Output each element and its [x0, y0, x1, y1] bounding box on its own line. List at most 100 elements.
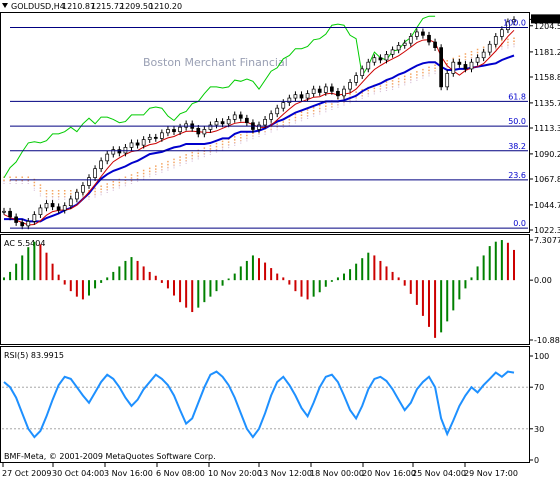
price-tick-label: 1210.20	[534, 15, 560, 24]
time-tick-label: 20 Nov 16:00	[362, 469, 416, 478]
rsi-tick-label: 100	[534, 352, 549, 361]
ohlc-close: 1210.20	[149, 2, 182, 11]
candle-body	[172, 129, 176, 133]
price-tick-label: 1022.30	[534, 226, 560, 235]
price-tick-label: 1044.70	[534, 201, 560, 210]
candle-body	[245, 117, 249, 124]
candle-body	[287, 97, 292, 103]
candle-body	[123, 147, 128, 154]
ohlc-low: 1209.50	[120, 2, 153, 11]
ac-tick-label: 0.00	[534, 276, 552, 285]
candle-body	[20, 222, 25, 227]
candle-body	[427, 34, 431, 43]
candle-body	[105, 153, 110, 162]
time-tick-label: 25 Nov 04:00	[412, 469, 466, 478]
price-tick-label: 1135.70	[534, 99, 560, 108]
candle-body	[202, 129, 207, 135]
candle-body	[214, 121, 219, 126]
candle-body	[299, 94, 304, 99]
candle-body	[38, 207, 43, 215]
candle-body	[463, 64, 468, 70]
candle-body	[506, 21, 510, 31]
fib-label: 38.2	[508, 142, 526, 151]
candle-body	[433, 41, 437, 48]
price-tick-label: 1204.50	[534, 22, 560, 31]
candle-body	[8, 210, 12, 218]
ac-histogram	[3, 240, 515, 338]
price-series	[2, 15, 516, 230]
rsi-tick-label: 0	[534, 456, 539, 465]
candle-body	[141, 139, 146, 146]
symbol-name: GOLDUSD,H4	[11, 2, 65, 11]
candle-body	[75, 191, 79, 200]
candle-body	[384, 54, 389, 61]
fib-label: 61.8	[508, 92, 526, 101]
watermark: Boston Merchant Financial	[143, 56, 288, 69]
candle-body	[50, 203, 55, 208]
candle-body	[372, 57, 377, 63]
candle-body	[500, 29, 504, 37]
candle-body	[487, 43, 492, 53]
candle-body	[14, 216, 18, 223]
candle-body	[305, 93, 310, 99]
candle-body	[166, 129, 170, 134]
candle-body	[68, 198, 73, 207]
candle-body	[178, 126, 182, 133]
candle-body	[330, 86, 334, 92]
price-tick-label: 1113.30	[534, 124, 560, 133]
candle-body	[336, 90, 340, 97]
candle-body	[445, 73, 450, 88]
candle-body	[281, 102, 286, 109]
fib-label: 0.0	[513, 219, 526, 228]
candle-body	[378, 57, 383, 61]
candle-body	[160, 132, 164, 139]
candle-body	[93, 168, 97, 179]
fib-label: 23.6	[508, 171, 526, 180]
candle-body	[323, 86, 328, 93]
candle-body	[184, 123, 188, 128]
candle-body	[396, 45, 401, 51]
candle-body	[62, 205, 67, 211]
candle-body	[56, 206, 61, 211]
candle-body	[87, 177, 91, 186]
fib-label: 100.0	[503, 18, 526, 27]
candle-body	[269, 113, 273, 120]
candle-body	[2, 210, 6, 213]
time-tick-label: 30 Oct 04:00	[52, 469, 104, 478]
time-axis: 27 Oct 2009 30 Oct 04:00 3 Nov 16:00 6 Nov …	[2, 463, 518, 478]
candle-body	[402, 42, 407, 46]
candle-body	[360, 68, 365, 77]
candle-body	[317, 88, 322, 93]
candle-body	[111, 149, 116, 155]
price-axis: 1210.201204.50 1181.20 1158.80 1135.70 1113.…	[530, 14, 560, 235]
candle-body	[196, 127, 201, 135]
candle-body	[153, 136, 158, 139]
rsi-panel-frame	[0, 346, 530, 463]
candle-body	[475, 57, 480, 63]
candle-body	[493, 36, 498, 45]
ohlc-open: 1210.87	[62, 2, 95, 11]
candle-body	[293, 94, 298, 99]
candle-body	[451, 61, 456, 74]
candle-body	[354, 75, 358, 83]
candle-body	[208, 124, 213, 130]
last-price-box	[531, 14, 560, 24]
candle-body	[238, 114, 243, 119]
price-tick-label: 1181.20	[534, 48, 560, 57]
rsi-indicator-label: RSI(5) 83.9915	[4, 351, 64, 360]
candle-body	[226, 119, 231, 125]
candle-body	[263, 119, 267, 126]
price-tick-label: 1067.80	[534, 175, 560, 184]
candle-body	[512, 19, 516, 23]
candle-body	[275, 107, 280, 115]
time-tick-label: 18 Nov 00:00	[310, 469, 364, 478]
rsi-axis: 100 70 30 0	[530, 352, 549, 465]
candle-body	[421, 31, 425, 36]
ac-tick-label: 7.3077	[534, 236, 560, 245]
symbol-header: GOLDUSD,H4 1210.87 1215.72 1209.50 1210.…	[2, 2, 182, 11]
price-tick-label: 1158.80	[534, 73, 560, 82]
candle-body	[117, 149, 122, 154]
candle-body	[232, 114, 237, 120]
